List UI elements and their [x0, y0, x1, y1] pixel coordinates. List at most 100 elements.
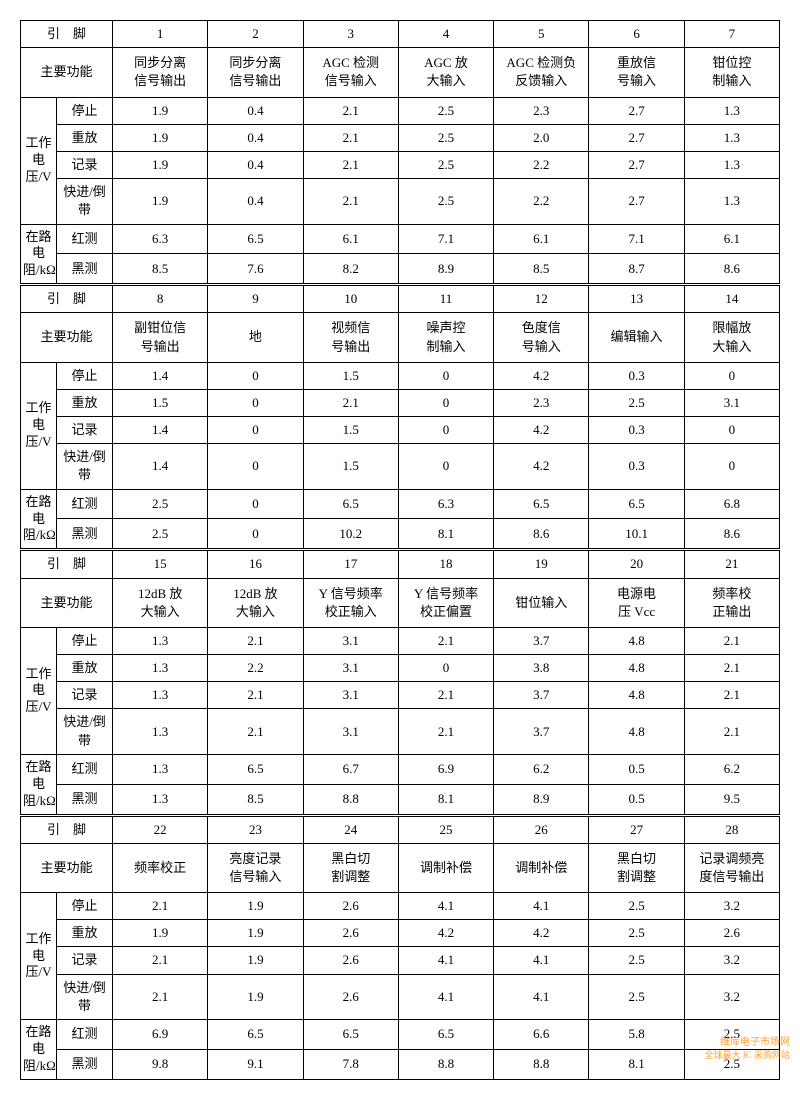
- func-desc: 12dB 放大输入: [208, 578, 303, 627]
- data-cell: 1.3: [684, 179, 779, 224]
- pin-number: 3: [303, 21, 398, 48]
- mode-label: 快进/倒带: [57, 709, 113, 754]
- resistance-label: 在路电阻/kΩ: [21, 224, 57, 285]
- data-cell: 6.2: [684, 754, 779, 784]
- data-cell: 3.2: [684, 893, 779, 920]
- pin-number: 7: [684, 21, 779, 48]
- data-cell: 4.8: [589, 627, 684, 654]
- data-cell: 0: [684, 444, 779, 489]
- data-cell: 8.6: [684, 519, 779, 550]
- mode-label: 重放: [57, 920, 113, 947]
- func-desc: 调制补偿: [398, 843, 493, 892]
- func-desc: 编辑输入: [589, 313, 684, 362]
- table-row: 黑测8.57.68.28.98.58.78.6: [21, 254, 780, 285]
- data-cell: 1.4: [113, 444, 208, 489]
- data-cell: 6.3: [398, 489, 493, 519]
- data-cell: 4.1: [398, 947, 493, 974]
- data-cell: 2.1: [303, 389, 398, 416]
- func-desc: 视频信号输出: [303, 313, 398, 362]
- data-cell: 2.1: [684, 627, 779, 654]
- table-row: 记录1.90.42.12.52.22.71.3: [21, 151, 780, 178]
- data-cell: 2.1: [113, 974, 208, 1019]
- table-row: 工作电压/V停止1.32.13.12.13.74.82.1: [21, 627, 780, 654]
- data-cell: 2.3: [494, 389, 589, 416]
- func-desc: AGC 放大输入: [398, 48, 493, 97]
- data-cell: 2.1: [303, 97, 398, 124]
- data-cell: 1.9: [208, 893, 303, 920]
- func-desc: 亮度记录信号输入: [208, 843, 303, 892]
- data-cell: 2.5: [113, 519, 208, 550]
- data-cell: 0: [208, 389, 303, 416]
- func-desc: 电源电压 Vcc: [589, 578, 684, 627]
- data-cell: 8.9: [494, 784, 589, 815]
- func-desc: 频率校正: [113, 843, 208, 892]
- pin-number: 27: [589, 815, 684, 843]
- func-desc: Y 信号频率校正偏置: [398, 578, 493, 627]
- data-cell: 6.6: [494, 1020, 589, 1050]
- data-cell: 6.5: [208, 1020, 303, 1050]
- data-cell: 9.1: [208, 1049, 303, 1079]
- data-cell: 6.9: [398, 754, 493, 784]
- data-cell: 2.6: [303, 893, 398, 920]
- data-cell: 2.5: [113, 489, 208, 519]
- data-cell: 6.5: [303, 489, 398, 519]
- data-cell: 8.2: [303, 254, 398, 285]
- data-cell: 0: [208, 417, 303, 444]
- data-cell: 2.6: [303, 947, 398, 974]
- data-cell: 2.0: [494, 124, 589, 151]
- data-cell: 0.5: [589, 754, 684, 784]
- table-row: 在路电阻/kΩ红测6.96.56.56.56.65.82.5: [21, 1020, 780, 1050]
- pin-number: 9: [208, 285, 303, 313]
- table-row: 快进/倒带1.32.13.12.13.74.82.1: [21, 709, 780, 754]
- func-desc: 钳位控制输入: [684, 48, 779, 97]
- table-row: 引 脚22232425262728: [21, 815, 780, 843]
- probe-label: 红测: [57, 754, 113, 784]
- data-cell: 0.4: [208, 124, 303, 151]
- spec-table: 引 脚1234567主要功能同步分离信号输出同步分离信号输出AGC 检测信号输入…: [20, 20, 780, 1080]
- table-row: 在路电阻/kΩ红测6.36.56.17.16.17.16.1: [21, 224, 780, 254]
- data-cell: 10.2: [303, 519, 398, 550]
- probe-label: 红测: [57, 224, 113, 254]
- data-cell: 3.7: [494, 682, 589, 709]
- mode-label: 停止: [57, 362, 113, 389]
- data-cell: 1.9: [113, 97, 208, 124]
- data-cell: 6.5: [208, 224, 303, 254]
- pin-number: 12: [494, 285, 589, 313]
- data-cell: 7.8: [303, 1049, 398, 1079]
- data-cell: 2.5: [684, 1049, 779, 1079]
- data-cell: 2.1: [684, 682, 779, 709]
- func-desc: 频率校正输出: [684, 578, 779, 627]
- data-cell: 2.1: [398, 709, 493, 754]
- table-row: 工作电压/V停止2.11.92.64.14.12.53.2: [21, 893, 780, 920]
- data-cell: 6.5: [494, 489, 589, 519]
- pin-number: 16: [208, 550, 303, 578]
- data-cell: 4.2: [398, 920, 493, 947]
- pin-number: 10: [303, 285, 398, 313]
- data-cell: 2.5: [398, 124, 493, 151]
- data-cell: 2.5: [398, 97, 493, 124]
- data-cell: 1.3: [113, 682, 208, 709]
- pin-number: 8: [113, 285, 208, 313]
- data-cell: 2.1: [303, 179, 398, 224]
- table-row: 快进/倒带1.90.42.12.52.22.71.3: [21, 179, 780, 224]
- func-desc: 副钳位信号输出: [113, 313, 208, 362]
- data-cell: 8.8: [398, 1049, 493, 1079]
- table-row: 主要功能频率校正亮度记录信号输入黑白切割调整调制补偿调制补偿黑白切割调整记录调频…: [21, 843, 780, 892]
- data-cell: 2.1: [398, 627, 493, 654]
- data-cell: 6.2: [494, 754, 589, 784]
- data-cell: 2.1: [208, 709, 303, 754]
- data-cell: 8.1: [398, 784, 493, 815]
- data-cell: 7.1: [589, 224, 684, 254]
- data-cell: 1.5: [303, 444, 398, 489]
- data-cell: 9.5: [684, 784, 779, 815]
- data-cell: 0: [398, 655, 493, 682]
- work-voltage-label: 工作电压/V: [21, 362, 57, 489]
- func-header: 主要功能: [21, 578, 113, 627]
- table-row: 黑测2.5010.28.18.610.18.6: [21, 519, 780, 550]
- data-cell: 8.1: [398, 519, 493, 550]
- data-cell: 0: [684, 362, 779, 389]
- data-cell: 2.1: [113, 893, 208, 920]
- data-cell: 2.7: [589, 179, 684, 224]
- data-cell: 3.1: [303, 627, 398, 654]
- data-cell: 4.8: [589, 655, 684, 682]
